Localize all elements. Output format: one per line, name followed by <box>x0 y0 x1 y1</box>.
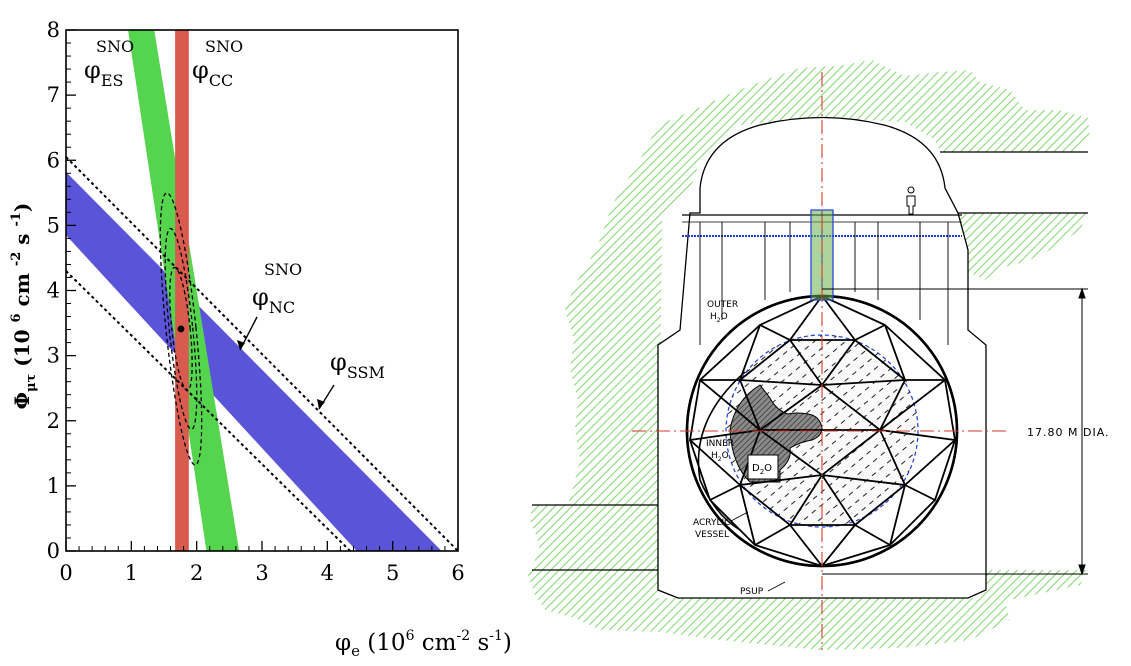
y-tick-label: 6 <box>47 148 60 172</box>
contour-1 <box>169 266 193 392</box>
annotation-cc: φCC <box>192 56 233 90</box>
flux-bands <box>66 30 458 551</box>
annotation-nc: φNC <box>252 283 295 317</box>
x-tick-label: 6 <box>451 561 464 585</box>
annotation-nc-arrowhead <box>237 340 245 350</box>
axis-ticks: 0 1 2 3 4 5 6 0 1 2 3 4 5 6 7 8 <box>47 18 465 585</box>
annotation-ssm-arrowhead <box>317 399 325 409</box>
acrylic-vessel-leader <box>730 511 749 522</box>
diameter-label: 17.80 M DIA. <box>1027 426 1110 439</box>
y-axis-label: Φμτ (10 6 cm -2 s -1) <box>9 203 39 410</box>
outer-water-label: OUTER <box>707 300 738 310</box>
annotation-es: φES <box>84 56 123 90</box>
x-tick-label: 0 <box>59 561 72 585</box>
psup-label: PSUP <box>740 587 764 597</box>
outer-water-formula: H2O <box>710 312 728 324</box>
confidence-contours <box>159 192 203 466</box>
band-cc <box>175 30 189 551</box>
x-tick-label: 4 <box>321 561 334 585</box>
rock-hatching <box>528 60 1090 650</box>
heavy-water-label: D2O <box>752 463 772 476</box>
x-tick-label: 2 <box>190 561 203 585</box>
x-axis-label: φe (106 cm-2 s-1) <box>335 628 512 660</box>
x-tick-label: 5 <box>386 561 399 585</box>
y-tick-label: 4 <box>47 279 60 303</box>
support-ropes <box>699 222 949 345</box>
detector-diagram: 17.80 M DIA. OUTER H2O INNER H2O D2O ACR… <box>528 60 1110 650</box>
inner-water-label: INNER <box>706 439 734 449</box>
band-ssm-upper <box>66 156 458 551</box>
flux-chart: 0 1 2 3 4 5 6 0 1 2 3 4 5 6 7 8 φe (106 cm-2 s-1) Φμτ (… <box>9 18 512 660</box>
rock-hatching-right-lower <box>968 570 1088 600</box>
y-tick-label: 0 <box>47 539 60 563</box>
band-nc <box>66 171 442 551</box>
y-tick-label: 8 <box>47 18 60 42</box>
y-tick-label: 7 <box>47 83 60 107</box>
annotation-cc-sup: SNO <box>205 37 243 56</box>
annotation-nc-sup: SNO <box>264 260 302 279</box>
x-tick-label: 3 <box>255 561 268 585</box>
y-tick-label: 3 <box>47 344 60 368</box>
x-tick-label: 1 <box>125 561 138 585</box>
y-tick-label: 5 <box>47 213 60 237</box>
best-fit-point <box>177 325 185 333</box>
psup-outer-arc <box>697 371 746 531</box>
acrylic-vessel-label-2: VESSEL <box>695 530 729 540</box>
psup-leader <box>767 581 786 592</box>
diameter-dimension <box>822 287 1088 576</box>
rock-hatching-right <box>958 213 1088 280</box>
contour-3 <box>159 192 203 466</box>
plot-area <box>66 30 458 551</box>
inner-water-formula: H2O <box>711 451 729 463</box>
person-icon <box>906 186 916 215</box>
geodesic-struts <box>689 296 956 566</box>
acrylic-vessel-label: ACRYLIC <box>693 518 730 528</box>
contour-2 <box>164 227 198 430</box>
y-tick-label: 1 <box>47 474 60 498</box>
annotation-ssm: φSSM <box>330 348 385 382</box>
annotation-es-sup: SNO <box>96 37 134 56</box>
y-tick-label: 2 <box>47 409 60 433</box>
d2o-box <box>747 454 779 480</box>
band-ssm-lower <box>66 270 351 551</box>
